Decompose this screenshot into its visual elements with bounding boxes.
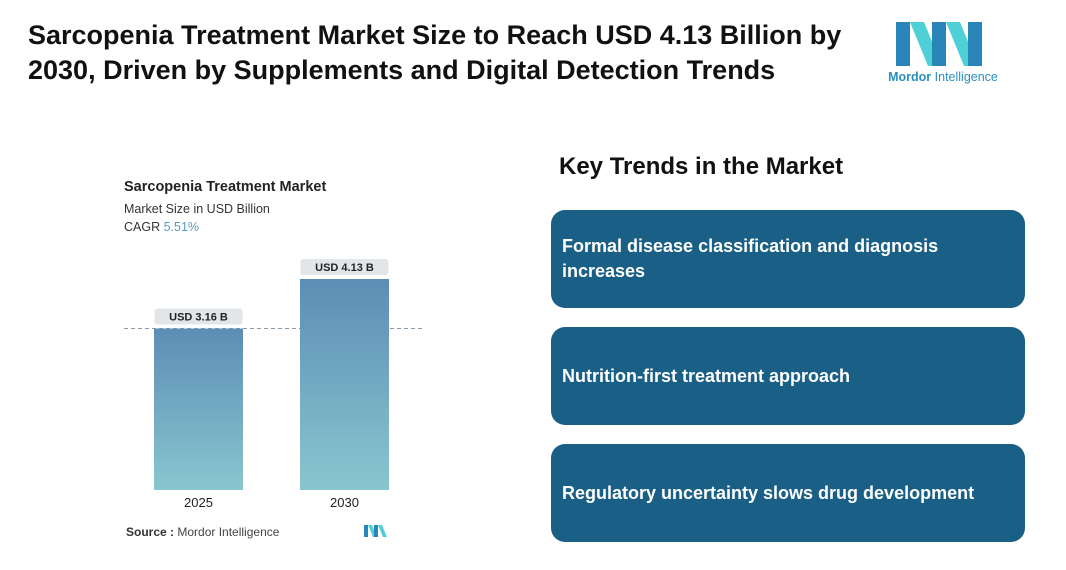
chart-title: Sarcopenia Treatment Market [124,179,327,195]
mordor-intelligence-logo-icon [896,22,982,66]
chart-source: Source : Mordor Intelligence [126,525,280,539]
data-label-bg [154,308,243,325]
data-label: USD 3.16 B [169,312,228,324]
mordor-mini-logo-icon [364,525,387,537]
bar-2030 [300,279,389,490]
trend-card-3: Regulatory uncertainty slows drug develo… [551,444,1025,542]
chart-card: USD 3.16 B 2025 USD 4.13 B 2030 Sarcopenia … [110,170,440,550]
bar-2025 [154,328,243,490]
headline: Sarcopenia Treatment Market Size to Reac… [28,20,842,85]
x-tick-label: 2030 [330,495,359,510]
chart-cagr: CAGR 5.51% [124,220,200,234]
bar-chart: USD 3.16 B 2025 USD 4.13 B 2030 [124,259,422,510]
brand-logo[interactable]: Mordor Intelligence [884,16,1002,90]
chart-subtitle: Market Size in USD Billion [124,202,270,216]
trend-card-2: Nutrition-first treatment approach [551,327,1025,425]
trend-card-1: Formal disease classification and diagno… [551,210,1025,308]
data-label: USD 4.13 B [315,262,374,274]
key-trends-title: Key Trends in the Market [559,153,844,180]
data-label-bg [300,259,389,275]
x-tick-label: 2025 [184,495,213,510]
cagr-value: 5.51% [163,220,200,234]
brand-name: Mordor Intelligence [888,70,998,84]
